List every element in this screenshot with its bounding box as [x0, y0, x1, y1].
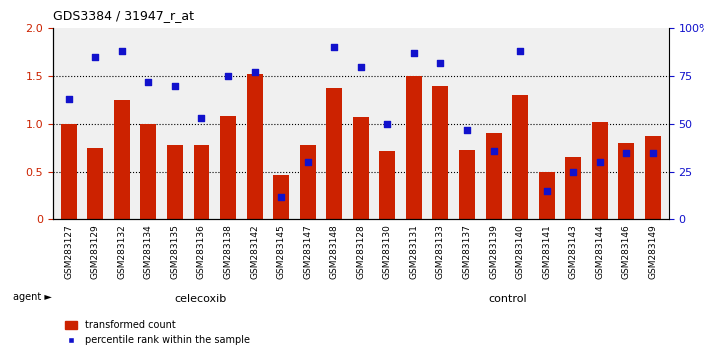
- Bar: [645, 136, 661, 219]
- Text: GDS3384 / 31947_r_at: GDS3384 / 31947_r_at: [53, 9, 194, 22]
- Point: [355, 64, 366, 69]
- Bar: [565, 157, 582, 219]
- Bar: [353, 117, 369, 219]
- Point: [249, 69, 260, 75]
- Bar: [140, 124, 156, 219]
- Bar: [592, 122, 608, 219]
- Bar: [459, 150, 475, 219]
- Point: [302, 159, 313, 165]
- Point: [143, 79, 154, 85]
- Legend: transformed count, percentile rank within the sample: transformed count, percentile rank withi…: [61, 316, 253, 349]
- Bar: [379, 151, 396, 219]
- Point: [461, 127, 472, 132]
- Point: [594, 159, 605, 165]
- Bar: [114, 100, 130, 219]
- Bar: [432, 86, 448, 219]
- Point: [515, 48, 526, 54]
- Point: [89, 54, 101, 60]
- Bar: [87, 148, 103, 219]
- Point: [275, 194, 287, 199]
- Bar: [486, 133, 501, 219]
- Bar: [539, 172, 555, 219]
- Bar: [167, 145, 183, 219]
- Bar: [300, 145, 315, 219]
- Bar: [406, 76, 422, 219]
- Point: [541, 188, 553, 194]
- Point: [647, 150, 658, 155]
- Point: [408, 50, 420, 56]
- Point: [567, 169, 579, 175]
- Bar: [326, 87, 342, 219]
- Text: agent ►: agent ►: [13, 292, 52, 302]
- Bar: [220, 116, 236, 219]
- Text: control: control: [489, 294, 527, 304]
- Bar: [246, 74, 263, 219]
- Point: [196, 115, 207, 121]
- Text: celecoxib: celecoxib: [174, 294, 226, 304]
- Point: [169, 83, 180, 88]
- Bar: [273, 175, 289, 219]
- Point: [621, 150, 632, 155]
- Bar: [194, 145, 210, 219]
- Point: [63, 96, 75, 102]
- Point: [222, 73, 234, 79]
- Point: [116, 48, 127, 54]
- Bar: [512, 95, 528, 219]
- Point: [329, 45, 340, 50]
- Bar: [618, 143, 634, 219]
- Bar: [61, 124, 77, 219]
- Point: [488, 148, 499, 154]
- Point: [435, 60, 446, 65]
- Point: [382, 121, 393, 127]
